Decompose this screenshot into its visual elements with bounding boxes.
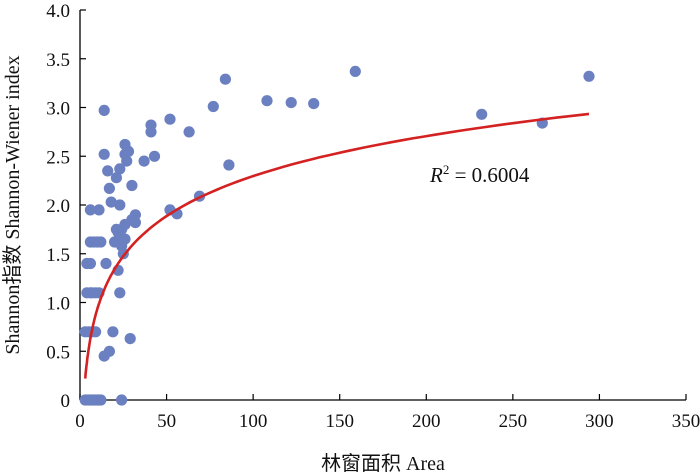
- data-point: [145, 119, 157, 131]
- data-point: [84, 257, 96, 270]
- data-point: [583, 70, 595, 82]
- y-tick-label: 2.0: [46, 196, 70, 217]
- data-point: [110, 172, 122, 184]
- data-point: [285, 97, 297, 109]
- x-axis-title: 林窗面积 Area: [321, 452, 445, 475]
- data-point: [308, 98, 320, 110]
- data-point: [207, 100, 219, 113]
- data-point: [114, 287, 126, 299]
- y-tick-label: 2.5: [46, 147, 70, 168]
- x-tick-label: 50: [157, 411, 176, 432]
- data-point: [114, 163, 126, 175]
- y-axis-title: Shannon指数 Shannon-Wiener index: [1, 55, 24, 354]
- data-point: [126, 179, 138, 192]
- x-tick-label: 150: [325, 411, 354, 432]
- trendline: [83, 112, 590, 379]
- data-point: [114, 199, 126, 211]
- r-squared-exponent: 2: [443, 162, 450, 177]
- y-tick-label: 3.5: [46, 50, 70, 71]
- r-squared-annotation: R2 = 0.6004: [429, 162, 530, 187]
- data-point: [126, 214, 138, 226]
- data-point: [103, 182, 115, 194]
- r-squared-prefix: R: [429, 163, 443, 187]
- data-point: [124, 333, 136, 345]
- data-point: [183, 126, 195, 138]
- data-point: [261, 95, 273, 107]
- y-tick-labels: 0 0.5 1.0 1.5 2.0 2.5 3.0 3.5 4.0: [46, 1, 70, 412]
- data-point: [110, 223, 122, 235]
- data-point: [116, 394, 128, 406]
- x-tick-label: 350: [672, 411, 700, 432]
- y-tick-label: 0.5: [46, 342, 70, 363]
- x-tick-label: 0: [75, 411, 85, 432]
- y-tick-label: 4.0: [46, 1, 70, 22]
- data-point: [148, 150, 161, 162]
- y-tick-label: 0: [61, 391, 71, 412]
- x-tick-label: 300: [585, 411, 614, 432]
- data-point: [107, 326, 119, 338]
- data-points: [79, 65, 595, 406]
- data-point: [103, 345, 115, 357]
- data-point: [98, 148, 110, 160]
- data-point: [95, 394, 107, 406]
- data-point: [119, 138, 131, 151]
- data-point: [105, 196, 117, 208]
- data-point: [93, 204, 105, 216]
- r-squared-value: = 0.6004: [449, 163, 530, 187]
- x-tick-labels: 0 50 100 150 200 250 300 350: [75, 411, 700, 432]
- data-point: [223, 159, 235, 171]
- y-tick-label: 3.0: [46, 99, 70, 120]
- data-point: [476, 108, 488, 120]
- x-tick-label: 200: [412, 411, 441, 432]
- data-point: [98, 104, 110, 116]
- x-tick-label: 100: [239, 411, 268, 432]
- data-point: [100, 257, 112, 270]
- data-point: [349, 65, 361, 77]
- data-point: [84, 204, 96, 216]
- data-point: [102, 165, 114, 177]
- x-tick-label: 250: [499, 411, 528, 432]
- data-point: [219, 73, 231, 85]
- y-tick-label: 1.0: [46, 294, 70, 315]
- data-point: [95, 236, 107, 248]
- data-point: [164, 113, 176, 125]
- data-point: [138, 155, 150, 167]
- y-tick-label: 1.5: [46, 245, 70, 266]
